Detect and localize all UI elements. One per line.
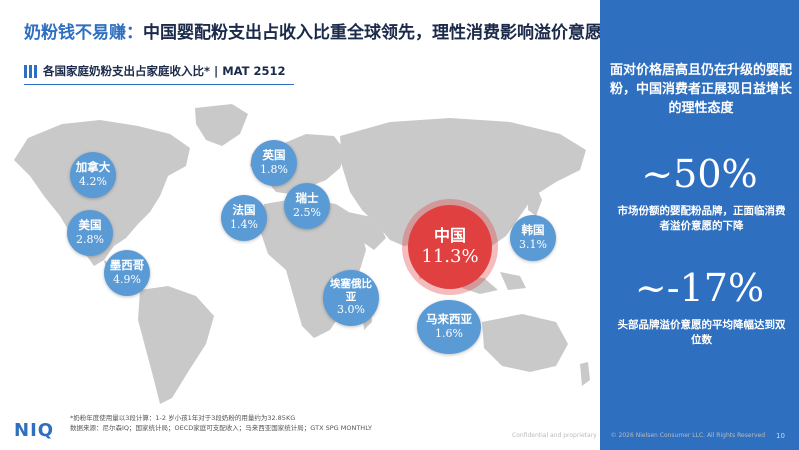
country-name: 马来西亚 [426,311,472,326]
title-highlight: 奶粉钱不易赚： [24,23,143,43]
copyright-label: © 2026 Nielsen Consumer LLC. All Rights … [610,432,766,439]
bubble-canada: 加拿大 4.2% [70,152,116,198]
confidential-label: Confidential and proprietary [512,432,597,439]
subtitle-underline [24,84,294,85]
subtitle-text: 各国家庭奶粉支出占家庭收入比* | MAT 2512 [43,64,286,78]
country-value: 4.9% [113,272,141,286]
country-value: 1.8% [260,162,288,176]
bubble-china: 中国 11.3% [408,205,492,289]
stat-share-value: ~50% [641,152,758,196]
country-name: 瑞士 [295,190,319,205]
bubble-switzerland: 瑞士 2.5% [284,183,330,229]
footnote-line-1: *奶粉年度使用量以3段计算：1-2 岁小孩1年对于3段奶粉的用量约为32.85K… [70,414,296,422]
footnote-line-2: 数据来源：尼尔森IQ；国家统计局；OECD家庭可支配收入；马来西亚国家统计局；G… [70,423,372,432]
bubble-ethiopia: 埃塞俄比亚 3.0% [323,270,379,326]
country-name: 韩国 [521,222,545,237]
subtitle-marker-icon [24,64,37,78]
country-value: 3.1% [519,237,547,251]
world-map [14,104,590,404]
bubble-usa: 美国 2.8% [67,210,113,256]
country-value: 11.3% [421,245,479,267]
country-name: 美国 [78,217,102,232]
page-number: 10 [776,432,785,440]
country-name: 墨西哥 [109,257,145,272]
world-map-land [14,104,590,404]
bubble-france: 法国 1.4% [221,195,267,241]
country-value: 4.2% [79,174,107,188]
page-title: 奶粉钱不易赚：中国婴配粉支出占收入比重全球领先，理性消费影响溢价意愿 [24,18,602,43]
country-value: 3.0% [337,303,365,317]
bubble-uk: 英国 1.8% [251,140,297,186]
stat-premium-value: ~-17% [634,266,765,310]
country-value: 2.8% [76,232,104,246]
stat-premium-desc: 头部品牌溢价意愿的平均降幅达到双位数 [617,319,786,347]
country-name: 加拿大 [75,159,111,174]
chart-subtitle: 各国家庭奶粉支出占家庭收入比* | MAT 2512 [24,60,292,82]
country-name: 英国 [262,147,286,162]
bubble-mexico: 墨西哥 4.9% [104,250,150,296]
footer-legal: Confidential and proprietary © 2026 Niel… [512,432,765,439]
niq-logo: NIQ [14,420,55,441]
title-rest: 中国婴配粉支出占收入比重全球领先，理性消费影响溢价意愿 [143,23,602,43]
country-value: 1.6% [435,326,463,340]
country-name: 法国 [232,202,256,217]
bubble-korea: 韩国 3.1% [510,215,556,261]
stat-share-desc: 市场份额的婴配粉品牌，正面临消费者溢价意愿的下降 [617,205,786,233]
country-value: 1.4% [230,217,258,231]
insight-panel: 面对价格居高且仍在升级的婴配粉，中国消费者正展现日益增长的理性态度 ~50% 市… [600,0,799,450]
country-value: 2.5% [293,205,321,219]
panel-intro: 面对价格居高且仍在升级的婴配粉，中国消费者正展现日益增长的理性态度 [610,63,793,116]
country-name: 埃塞俄比亚 [330,278,372,303]
footnote: *奶粉年度使用量以3段计算：1-2 岁小孩1年对于3段奶粉的用量约为32.85K… [70,414,372,434]
bubble-malaysia: 马来西亚 1.6% [417,300,481,354]
country-name: 中国 [433,225,466,245]
